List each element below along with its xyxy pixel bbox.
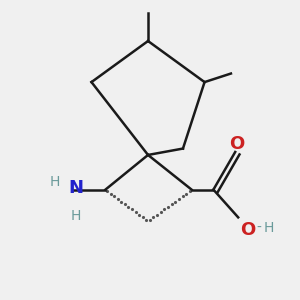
Text: H: H: [264, 221, 274, 235]
Text: N: N: [68, 178, 83, 196]
Text: -: -: [256, 221, 261, 235]
Text: H: H: [70, 209, 81, 224]
Text: O: O: [240, 221, 255, 239]
Text: O: O: [230, 135, 245, 153]
Text: H: H: [50, 175, 60, 189]
